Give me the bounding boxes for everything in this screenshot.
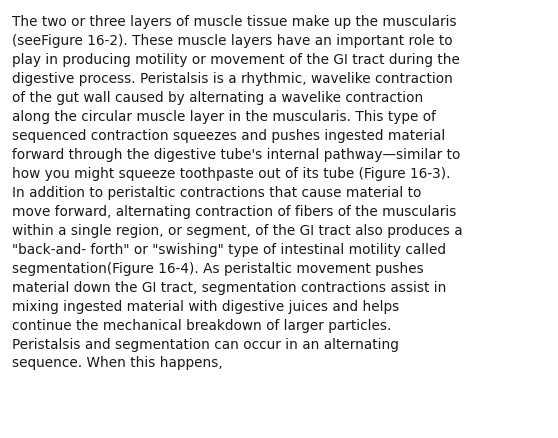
Text: The two or three layers of muscle tissue make up the muscularis
(seeFigure 16-2): The two or three layers of muscle tissue…	[12, 15, 463, 370]
